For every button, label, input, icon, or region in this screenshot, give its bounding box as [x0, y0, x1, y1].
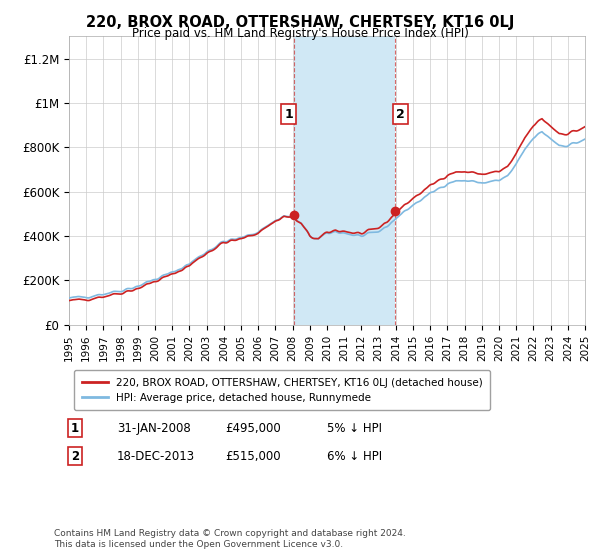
Text: 5% ↓ HPI: 5% ↓ HPI [327, 422, 382, 435]
Text: Price paid vs. HM Land Registry's House Price Index (HPI): Price paid vs. HM Land Registry's House … [131, 27, 469, 40]
Text: 31-JAN-2008: 31-JAN-2008 [117, 422, 191, 435]
Text: £495,000: £495,000 [225, 422, 281, 435]
Text: 18-DEC-2013: 18-DEC-2013 [117, 450, 195, 463]
Text: 2: 2 [71, 450, 79, 463]
Text: 2: 2 [396, 108, 404, 120]
Text: 220, BROX ROAD, OTTERSHAW, CHERTSEY, KT16 0LJ: 220, BROX ROAD, OTTERSHAW, CHERTSEY, KT1… [86, 15, 514, 30]
Text: Contains HM Land Registry data © Crown copyright and database right 2024.
This d: Contains HM Land Registry data © Crown c… [54, 529, 406, 549]
Text: £515,000: £515,000 [225, 450, 281, 463]
Text: 6% ↓ HPI: 6% ↓ HPI [327, 450, 382, 463]
Text: 1: 1 [284, 108, 293, 120]
Text: 1: 1 [71, 422, 79, 435]
Bar [294, 36, 395, 325]
Legend: 220, BROX ROAD, OTTERSHAW, CHERTSEY, KT16 0LJ (detached house), HPI: Average pri: 220, BROX ROAD, OTTERSHAW, CHERTSEY, KT1… [74, 370, 490, 410]
